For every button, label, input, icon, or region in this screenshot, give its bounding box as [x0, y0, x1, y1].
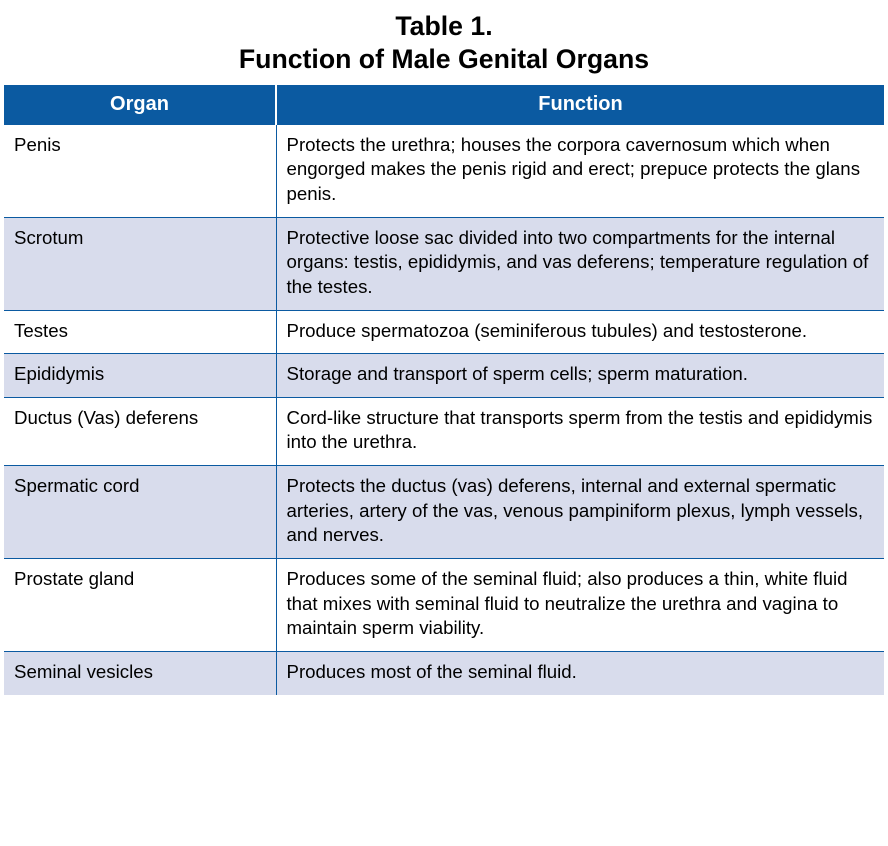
table-row: PenisProtects the urethra; houses the co…: [4, 124, 884, 217]
col-header-organ: Organ: [4, 85, 276, 125]
organs-table: Organ Function PenisProtects the urethra…: [4, 85, 884, 695]
function-cell: Protects the ductus (vas) deferens, inte…: [276, 466, 884, 559]
function-cell: Storage and transport of sperm cells; sp…: [276, 354, 884, 398]
table-caption: Function of Male Genital Organs: [0, 43, 888, 76]
col-header-function: Function: [276, 85, 884, 125]
table-row: TestesProduce spermatozoa (seminiferous …: [4, 310, 884, 354]
organ-cell: Ductus (Vas) deferens: [4, 397, 276, 465]
function-cell: Protects the urethra; houses the corpora…: [276, 124, 884, 217]
organ-cell: Spermatic cord: [4, 466, 276, 559]
table-title: Table 1. Function of Male Genital Organs: [0, 0, 888, 85]
table-row: Ductus (Vas) deferensCord-like structure…: [4, 397, 884, 465]
organ-cell: Seminal vesicles: [4, 651, 276, 694]
table-number: Table 1.: [0, 10, 888, 43]
organ-cell: Testes: [4, 310, 276, 354]
function-cell: Protective loose sac divided into two co…: [276, 217, 884, 310]
organ-cell: Penis: [4, 124, 276, 217]
table-row: ScrotumProtective loose sac divided into…: [4, 217, 884, 310]
function-cell: Produces some of the seminal fluid; also…: [276, 558, 884, 651]
organ-cell: Prostate gland: [4, 558, 276, 651]
organ-cell: Scrotum: [4, 217, 276, 310]
table-body: PenisProtects the urethra; houses the co…: [4, 124, 884, 694]
table-row: EpididymisStorage and transport of sperm…: [4, 354, 884, 398]
table-row: Prostate glandProduces some of the semin…: [4, 558, 884, 651]
table-header-row: Organ Function: [4, 85, 884, 125]
table-row: Seminal vesiclesProduces most of the sem…: [4, 651, 884, 694]
function-cell: Produce spermatozoa (seminiferous tubule…: [276, 310, 884, 354]
table-row: Spermatic cordProtects the ductus (vas) …: [4, 466, 884, 559]
function-cell: Produces most of the seminal fluid.: [276, 651, 884, 694]
function-cell: Cord-like structure that transports sper…: [276, 397, 884, 465]
organ-cell: Epididymis: [4, 354, 276, 398]
